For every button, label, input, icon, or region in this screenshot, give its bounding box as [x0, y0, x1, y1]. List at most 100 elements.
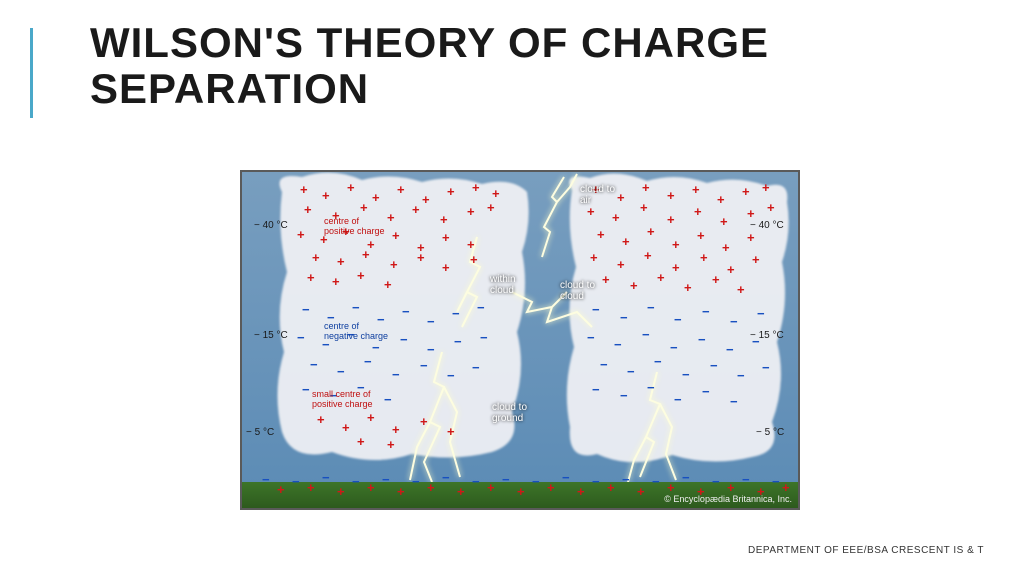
positive-charge: +: [347, 180, 355, 195]
positive-charge: +: [667, 480, 675, 495]
positive-charge: +: [367, 480, 375, 495]
negative-charge: −: [372, 340, 380, 355]
positive-charge: +: [387, 210, 395, 225]
positive-charge: +: [317, 412, 325, 427]
positive-charge: +: [607, 480, 615, 495]
negative-charge: −: [472, 360, 480, 375]
positive-charge: +: [590, 250, 598, 265]
positive-charge: +: [684, 280, 692, 295]
positive-charge: +: [357, 268, 365, 283]
positive-charge: +: [640, 200, 648, 215]
negative-charge: −: [726, 342, 734, 357]
negative-charge: −: [477, 300, 485, 315]
positive-charge: +: [427, 480, 435, 495]
positive-charge: +: [307, 270, 315, 285]
positive-charge: +: [397, 484, 405, 499]
positive-charge: +: [422, 192, 430, 207]
negative-charge: −: [622, 472, 630, 487]
negative-charge: −: [454, 334, 462, 349]
positive-charge: +: [630, 278, 638, 293]
positive-charge: +: [397, 182, 405, 197]
positive-charge: +: [312, 250, 320, 265]
temperature-label: − 5 °C: [246, 427, 274, 438]
positive-charge: +: [487, 480, 495, 495]
temperature-label: − 40 °C: [750, 220, 784, 231]
slide-footer: DEPARTMENT OF EEE/BSA CRESCENT IS & T: [748, 545, 984, 556]
positive-charge: +: [727, 262, 735, 277]
positive-charge: +: [457, 484, 465, 499]
positive-charge: +: [392, 228, 400, 243]
negative-charge: −: [730, 314, 738, 329]
positive-charge: +: [300, 182, 308, 197]
negative-charge: −: [452, 306, 460, 321]
negative-charge: −: [337, 364, 345, 379]
positive-charge: +: [372, 190, 380, 205]
positive-charge: +: [597, 227, 605, 242]
negative-charge: −: [647, 380, 655, 395]
positive-charge: +: [667, 188, 675, 203]
positive-charge: +: [694, 204, 702, 219]
positive-charge: +: [420, 414, 428, 429]
positive-charge: +: [602, 272, 610, 287]
negative-charge: −: [592, 382, 600, 397]
positive-charge: +: [767, 200, 775, 215]
lightning-label: cloud to cloud: [560, 280, 595, 302]
positive-charge: +: [390, 257, 398, 272]
charge-annotation: centre of negative charge: [324, 322, 388, 342]
negative-charge: −: [682, 367, 690, 382]
positive-charge: +: [747, 206, 755, 221]
negative-charge: −: [400, 332, 408, 347]
negative-charge: −: [292, 474, 300, 489]
positive-charge: +: [337, 254, 345, 269]
negative-charge: −: [600, 357, 608, 372]
positive-charge: +: [412, 202, 420, 217]
negative-charge: −: [262, 472, 270, 487]
positive-charge: +: [692, 182, 700, 197]
negative-charge: −: [402, 304, 410, 319]
positive-charge: +: [782, 480, 790, 495]
negative-charge: −: [642, 327, 650, 342]
positive-charge: +: [307, 480, 315, 495]
negative-charge: −: [698, 332, 706, 347]
positive-charge: +: [517, 484, 525, 499]
negative-charge: −: [480, 330, 488, 345]
positive-charge: +: [472, 180, 480, 195]
positive-charge: +: [742, 184, 750, 199]
negative-charge: −: [302, 382, 310, 397]
positive-charge: +: [617, 257, 625, 272]
negative-charge: −: [382, 472, 390, 487]
negative-charge: −: [384, 392, 392, 407]
positive-charge: +: [700, 250, 708, 265]
positive-charge: +: [642, 180, 650, 195]
positive-charge: +: [717, 192, 725, 207]
negative-charge: −: [412, 474, 420, 489]
positive-charge: +: [357, 434, 365, 449]
negative-charge: −: [674, 392, 682, 407]
positive-charge: +: [612, 210, 620, 225]
negative-charge: −: [682, 470, 690, 485]
positive-charge: +: [297, 227, 305, 242]
negative-charge: −: [420, 358, 428, 373]
positive-charge: +: [762, 180, 770, 195]
negative-charge: −: [674, 312, 682, 327]
positive-charge: +: [362, 247, 370, 262]
negative-charge: −: [592, 474, 600, 489]
positive-charge: +: [487, 200, 495, 215]
positive-charge: +: [657, 270, 665, 285]
positive-charge: +: [387, 437, 395, 452]
negative-charge: −: [702, 384, 710, 399]
accent-bar: [30, 28, 33, 118]
positive-charge: +: [384, 277, 392, 292]
negative-charge: −: [757, 306, 765, 321]
positive-charge: +: [442, 230, 450, 245]
negative-charge: −: [652, 474, 660, 489]
positive-charge: +: [367, 410, 375, 425]
positive-charge: +: [722, 240, 730, 255]
lightning-cloud-to-ground-1: [402, 352, 482, 487]
negative-charge: −: [392, 367, 400, 382]
slide-title: WILSON'S THEORY OF CHARGE SEPARATION: [90, 20, 1024, 112]
negative-charge: −: [712, 474, 720, 489]
negative-charge: −: [762, 360, 770, 375]
negative-charge: −: [297, 330, 305, 345]
temperature-label: − 40 °C: [254, 220, 288, 231]
